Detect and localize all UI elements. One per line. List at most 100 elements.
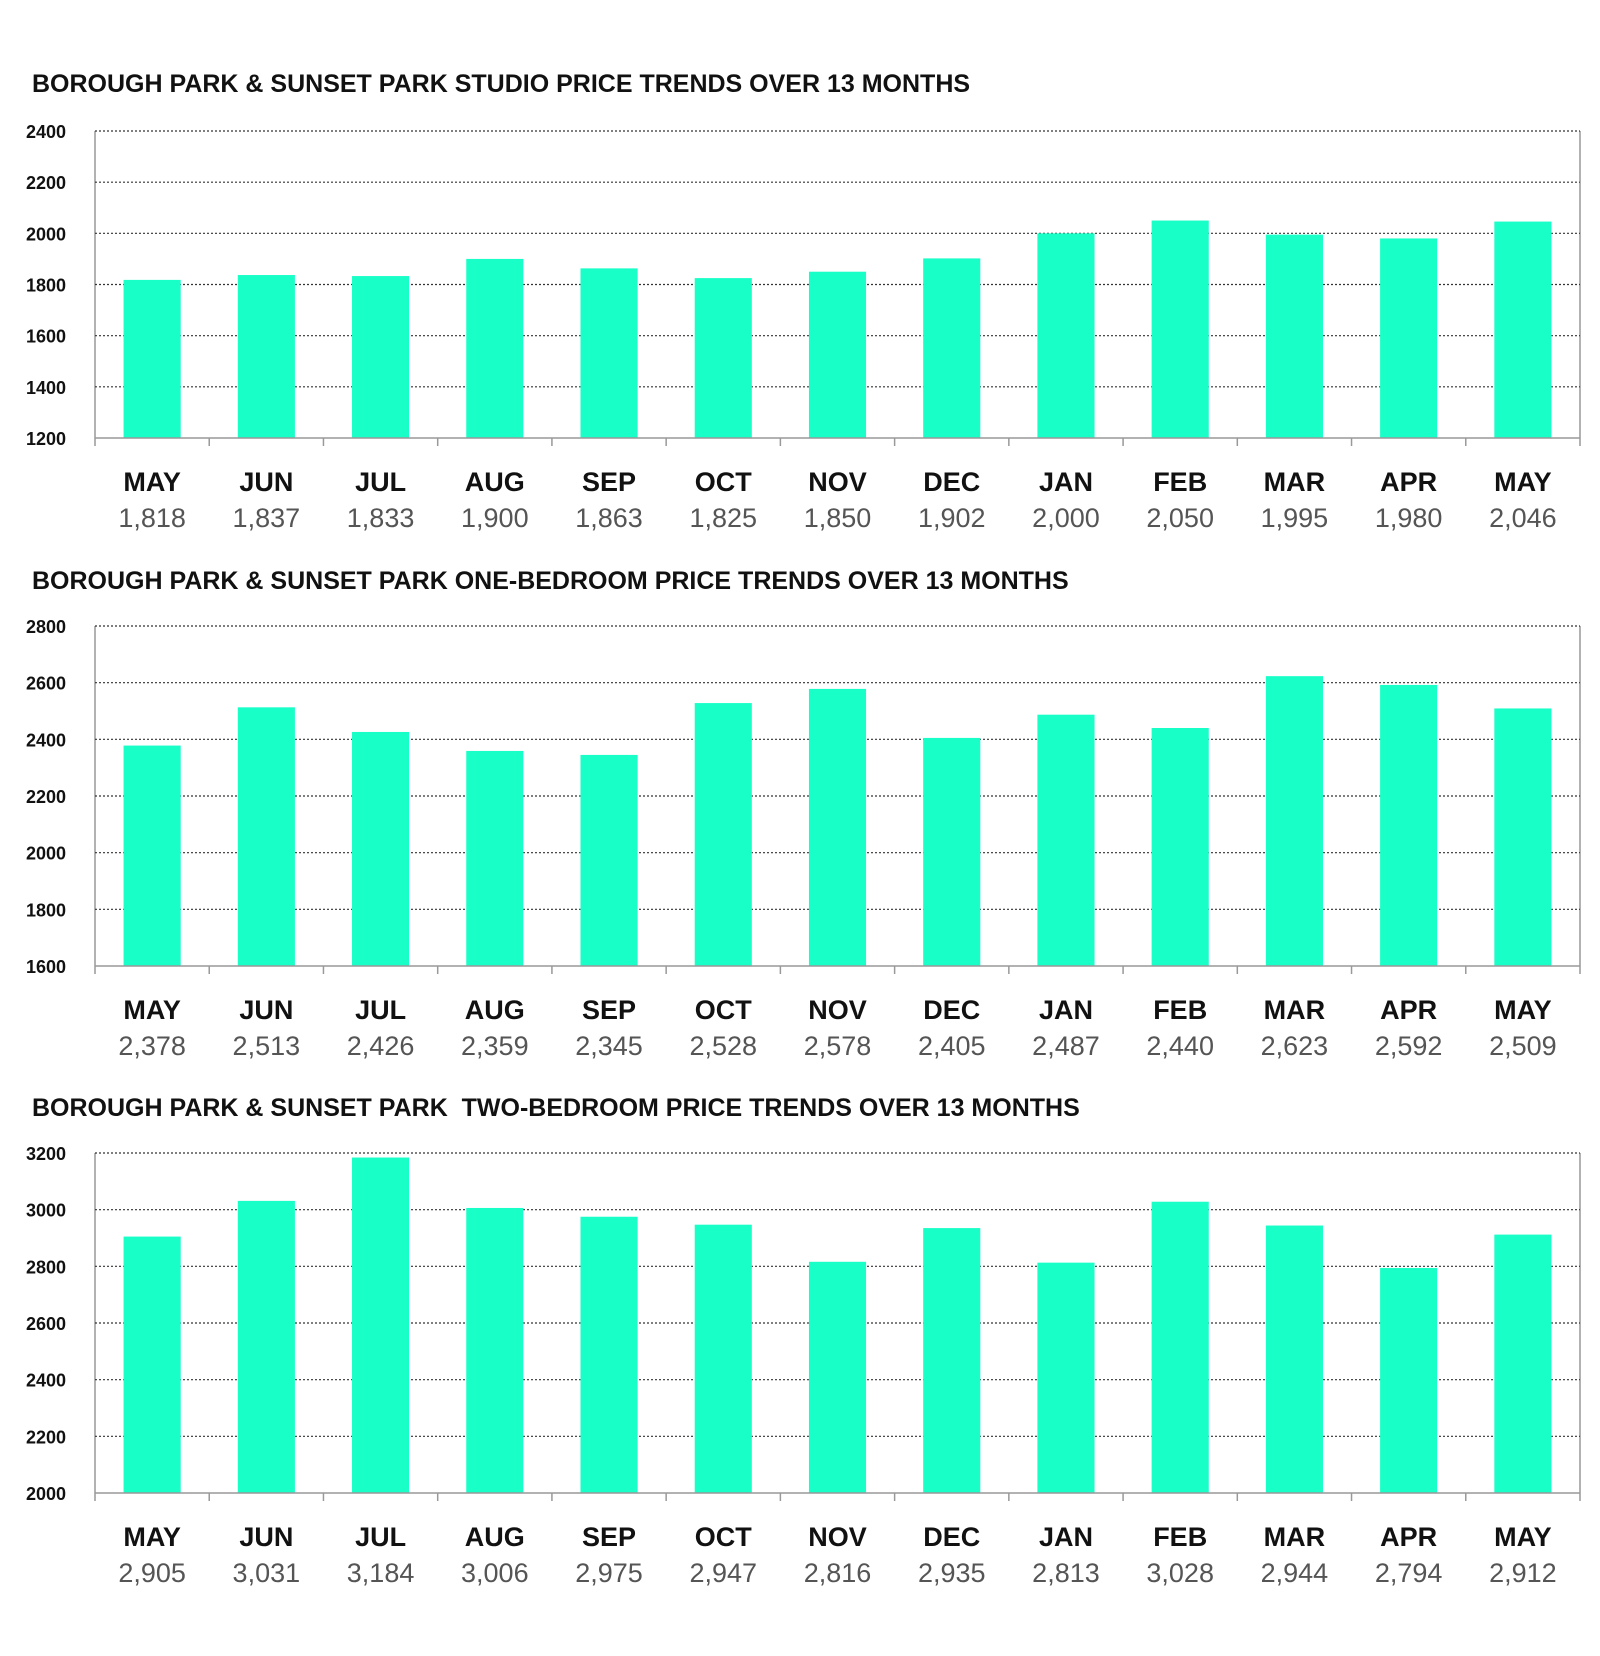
bar	[466, 1207, 524, 1493]
bar	[352, 731, 410, 966]
category-label: JUN	[239, 1522, 293, 1552]
bar	[694, 278, 752, 438]
y-tick-label: 1400	[26, 378, 66, 398]
bar	[1151, 1201, 1209, 1493]
value-label: 2,513	[233, 1031, 301, 1061]
y-tick-label: 2400	[26, 122, 66, 142]
bar	[808, 1261, 867, 1493]
category-label: MAY	[123, 467, 181, 497]
bar	[352, 1157, 410, 1493]
y-tick-label: 2000	[26, 844, 66, 864]
bar	[694, 703, 752, 966]
bar	[808, 688, 867, 966]
y-tick-label: 2800	[26, 1257, 66, 1277]
category-label: APR	[1380, 467, 1437, 497]
value-label: 2,050	[1146, 503, 1214, 533]
category-label: SEP	[582, 467, 636, 497]
category-label: NOV	[808, 995, 867, 1025]
value-label: 1,900	[461, 503, 529, 533]
category-label: MAR	[1264, 1522, 1326, 1552]
category-label: DEC	[923, 1522, 980, 1552]
bar	[580, 1216, 638, 1493]
value-label: 2,947	[689, 1558, 757, 1588]
category-label: APR	[1380, 995, 1437, 1025]
category-label: JAN	[1039, 467, 1093, 497]
bar	[237, 275, 295, 438]
value-label: 1,863	[575, 503, 643, 533]
bar	[352, 276, 410, 438]
chart-svg: 2000 2200 2400 2600 2800 3000 3200 MAY 2,905 JUN 3…	[26, 1144, 1581, 1588]
value-label: 2,905	[118, 1558, 186, 1588]
category-label: JAN	[1039, 1522, 1093, 1552]
y-tick-label: 1800	[26, 276, 66, 296]
value-label: 2,816	[804, 1558, 872, 1588]
category-label: OCT	[695, 995, 753, 1025]
bar	[923, 1228, 981, 1493]
bar	[1037, 714, 1095, 966]
bar	[237, 707, 295, 966]
y-tick-label: 2400	[26, 730, 66, 750]
value-label: 1,825	[689, 503, 757, 533]
y-tick-label: 2400	[26, 1371, 66, 1391]
category-label: NOV	[808, 467, 867, 497]
value-label: 2,623	[1261, 1031, 1329, 1061]
bar	[466, 750, 524, 966]
chart-svg: 1200 1400 1600 1800 2000 2200 2400 MAY 1,818 JUN 1…	[26, 122, 1581, 533]
bar	[694, 1224, 752, 1493]
value-label: 1,995	[1261, 503, 1329, 533]
y-tick-label: 1600	[26, 327, 66, 347]
value-label: 2,528	[689, 1031, 757, 1061]
category-label: DEC	[923, 995, 980, 1025]
value-label: 2,794	[1375, 1558, 1443, 1588]
bar	[123, 1236, 181, 1493]
bar	[123, 745, 181, 966]
y-tick-label: 2000	[26, 1484, 66, 1504]
y-tick-label: 2200	[26, 1427, 66, 1447]
value-label: 1,837	[233, 503, 301, 533]
value-label: 2,592	[1375, 1031, 1443, 1061]
bar	[1265, 1225, 1323, 1493]
y-tick-label: 1800	[26, 900, 66, 920]
bar	[1037, 233, 1095, 438]
value-label: 2,426	[347, 1031, 415, 1061]
category-label: SEP	[582, 995, 636, 1025]
bar	[1265, 234, 1323, 438]
y-tick-label: 2200	[26, 173, 66, 193]
value-label: 2,935	[918, 1558, 986, 1588]
bar	[466, 258, 524, 438]
value-label: 2,578	[804, 1031, 872, 1061]
category-label: JAN	[1039, 995, 1093, 1025]
value-label: 2,912	[1489, 1558, 1557, 1588]
value-label: 2,405	[918, 1031, 986, 1061]
category-label: FEB	[1153, 1522, 1207, 1552]
category-label: AUG	[465, 995, 525, 1025]
bar	[1380, 238, 1438, 438]
bar	[237, 1200, 295, 1493]
chart-title: BOROUGH PARK & SUNSET PARK STUDIO PRICE …	[32, 70, 971, 98]
bar	[808, 271, 867, 438]
value-label: 3,006	[461, 1558, 529, 1588]
value-label: 2,509	[1489, 1031, 1557, 1061]
bar	[580, 754, 638, 966]
value-label: 3,028	[1146, 1558, 1214, 1588]
y-tick-label: 3200	[26, 1144, 66, 1164]
value-label: 1,980	[1375, 503, 1443, 533]
value-label: 2,487	[1032, 1031, 1100, 1061]
category-label: SEP	[582, 1522, 636, 1552]
bar	[1151, 220, 1209, 438]
value-label: 1,850	[804, 503, 872, 533]
category-label: AUG	[465, 1522, 525, 1552]
value-label: 2,944	[1261, 1558, 1329, 1588]
value-label: 3,031	[233, 1558, 301, 1588]
bar	[1494, 1234, 1552, 1493]
value-label: 1,902	[918, 503, 986, 533]
category-label: MAY	[1494, 995, 1552, 1025]
chart-title: BOROUGH PARK & SUNSET PARK TWO-BEDROOM P…	[32, 1094, 1080, 1122]
bar	[1037, 1262, 1095, 1493]
category-label: NOV	[808, 1522, 867, 1552]
value-label: 2,359	[461, 1031, 529, 1061]
value-label: 2,378	[118, 1031, 186, 1061]
value-label: 3,184	[347, 1558, 415, 1588]
bar	[923, 737, 981, 966]
y-tick-label: 2200	[26, 787, 66, 807]
